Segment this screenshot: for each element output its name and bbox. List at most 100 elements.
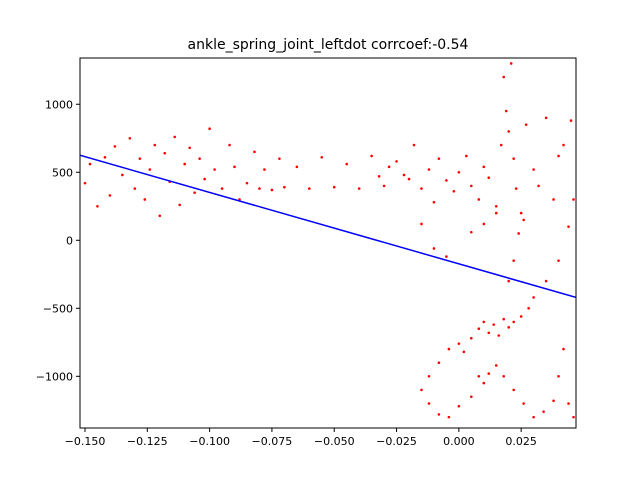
data-point [138,157,142,160]
data-point [163,151,167,155]
data-point [462,350,466,354]
fit-line [80,154,576,299]
x-tick-label: −0.125 [127,435,168,448]
data-point [507,326,511,329]
data-point [557,154,560,158]
data-point [437,157,441,160]
data-point [128,136,132,140]
data-point [537,184,540,188]
data-point [178,203,181,207]
data-point [320,156,324,159]
data-point [332,185,336,189]
data-point [572,198,575,201]
data-point [507,279,511,283]
data-point [502,317,506,321]
data-point [470,230,473,234]
data-point [253,150,256,154]
data-point [509,62,513,65]
data-point [357,187,361,190]
data-point [482,320,486,324]
chart-title: ankle_spring_joint_leftdot corrcoef:-0.5… [188,37,469,53]
data-point [173,135,177,139]
data-point [228,143,231,147]
data-point [188,146,191,150]
data-point [562,143,565,147]
data-point [387,165,391,169]
data-point [482,381,486,385]
data-point [457,342,461,345]
data-point [557,259,560,262]
data-point [507,130,511,133]
y-tick-label: −500 [43,302,73,315]
data-point [427,375,431,378]
x-tick-label: 0.025 [505,435,537,448]
data-point [514,187,518,190]
data-point [502,375,506,378]
data-point [532,296,535,299]
data-point [512,259,515,262]
data-point [487,372,491,375]
data-point [512,388,515,392]
y-tick-label: −1000 [36,370,73,383]
data-point [183,162,186,166]
data-point [494,204,498,208]
data-point [96,204,99,208]
data-point [465,154,468,158]
data-point [263,168,266,171]
data-point [113,145,117,148]
data-point [220,187,224,190]
data-point [295,165,299,169]
data-point [382,184,386,188]
x-tick-label: −0.025 [376,435,417,448]
data-point [482,165,486,169]
data-point [562,347,565,351]
data-point [477,198,481,201]
data-point [482,222,486,226]
data-point [527,306,530,310]
data-point [278,157,281,160]
data-point [532,415,535,419]
data-point [245,181,249,185]
data-point [420,388,423,392]
data-point [557,375,560,378]
data-point [519,315,523,318]
data-point [512,157,515,160]
y-tick-label: 1000 [45,98,73,111]
data-point [567,225,570,228]
data-point [420,187,423,190]
data-point [88,162,92,166]
data-point [198,157,201,160]
data-point [158,214,162,218]
data-point [494,211,498,215]
data-point [447,347,451,351]
x-tick-label: −0.100 [189,435,230,448]
data-point [470,336,473,340]
data-point [148,168,152,171]
data-point [552,399,555,403]
data-point [213,168,216,171]
data-point [519,211,523,215]
data-point [524,123,528,126]
data-point [345,162,348,166]
data-point [477,375,481,378]
y-tick-label: 0 [66,234,73,247]
data-point [432,247,436,250]
data-point [499,143,503,147]
data-point [445,179,448,182]
data-point [470,184,473,188]
data-point [552,198,555,201]
data-point [308,187,311,190]
data-point [407,177,411,181]
data-point [542,410,545,413]
data-point [133,187,137,190]
data-point [412,143,416,147]
fit-line-group [80,154,576,299]
data-point [487,331,491,335]
data-point [437,361,441,365]
y-tick-label: 500 [52,166,73,179]
y-axis: 1000 500 0 −500 −1000 [36,98,80,383]
data-point [457,404,461,408]
data-point [258,187,261,190]
data-points [83,62,575,419]
